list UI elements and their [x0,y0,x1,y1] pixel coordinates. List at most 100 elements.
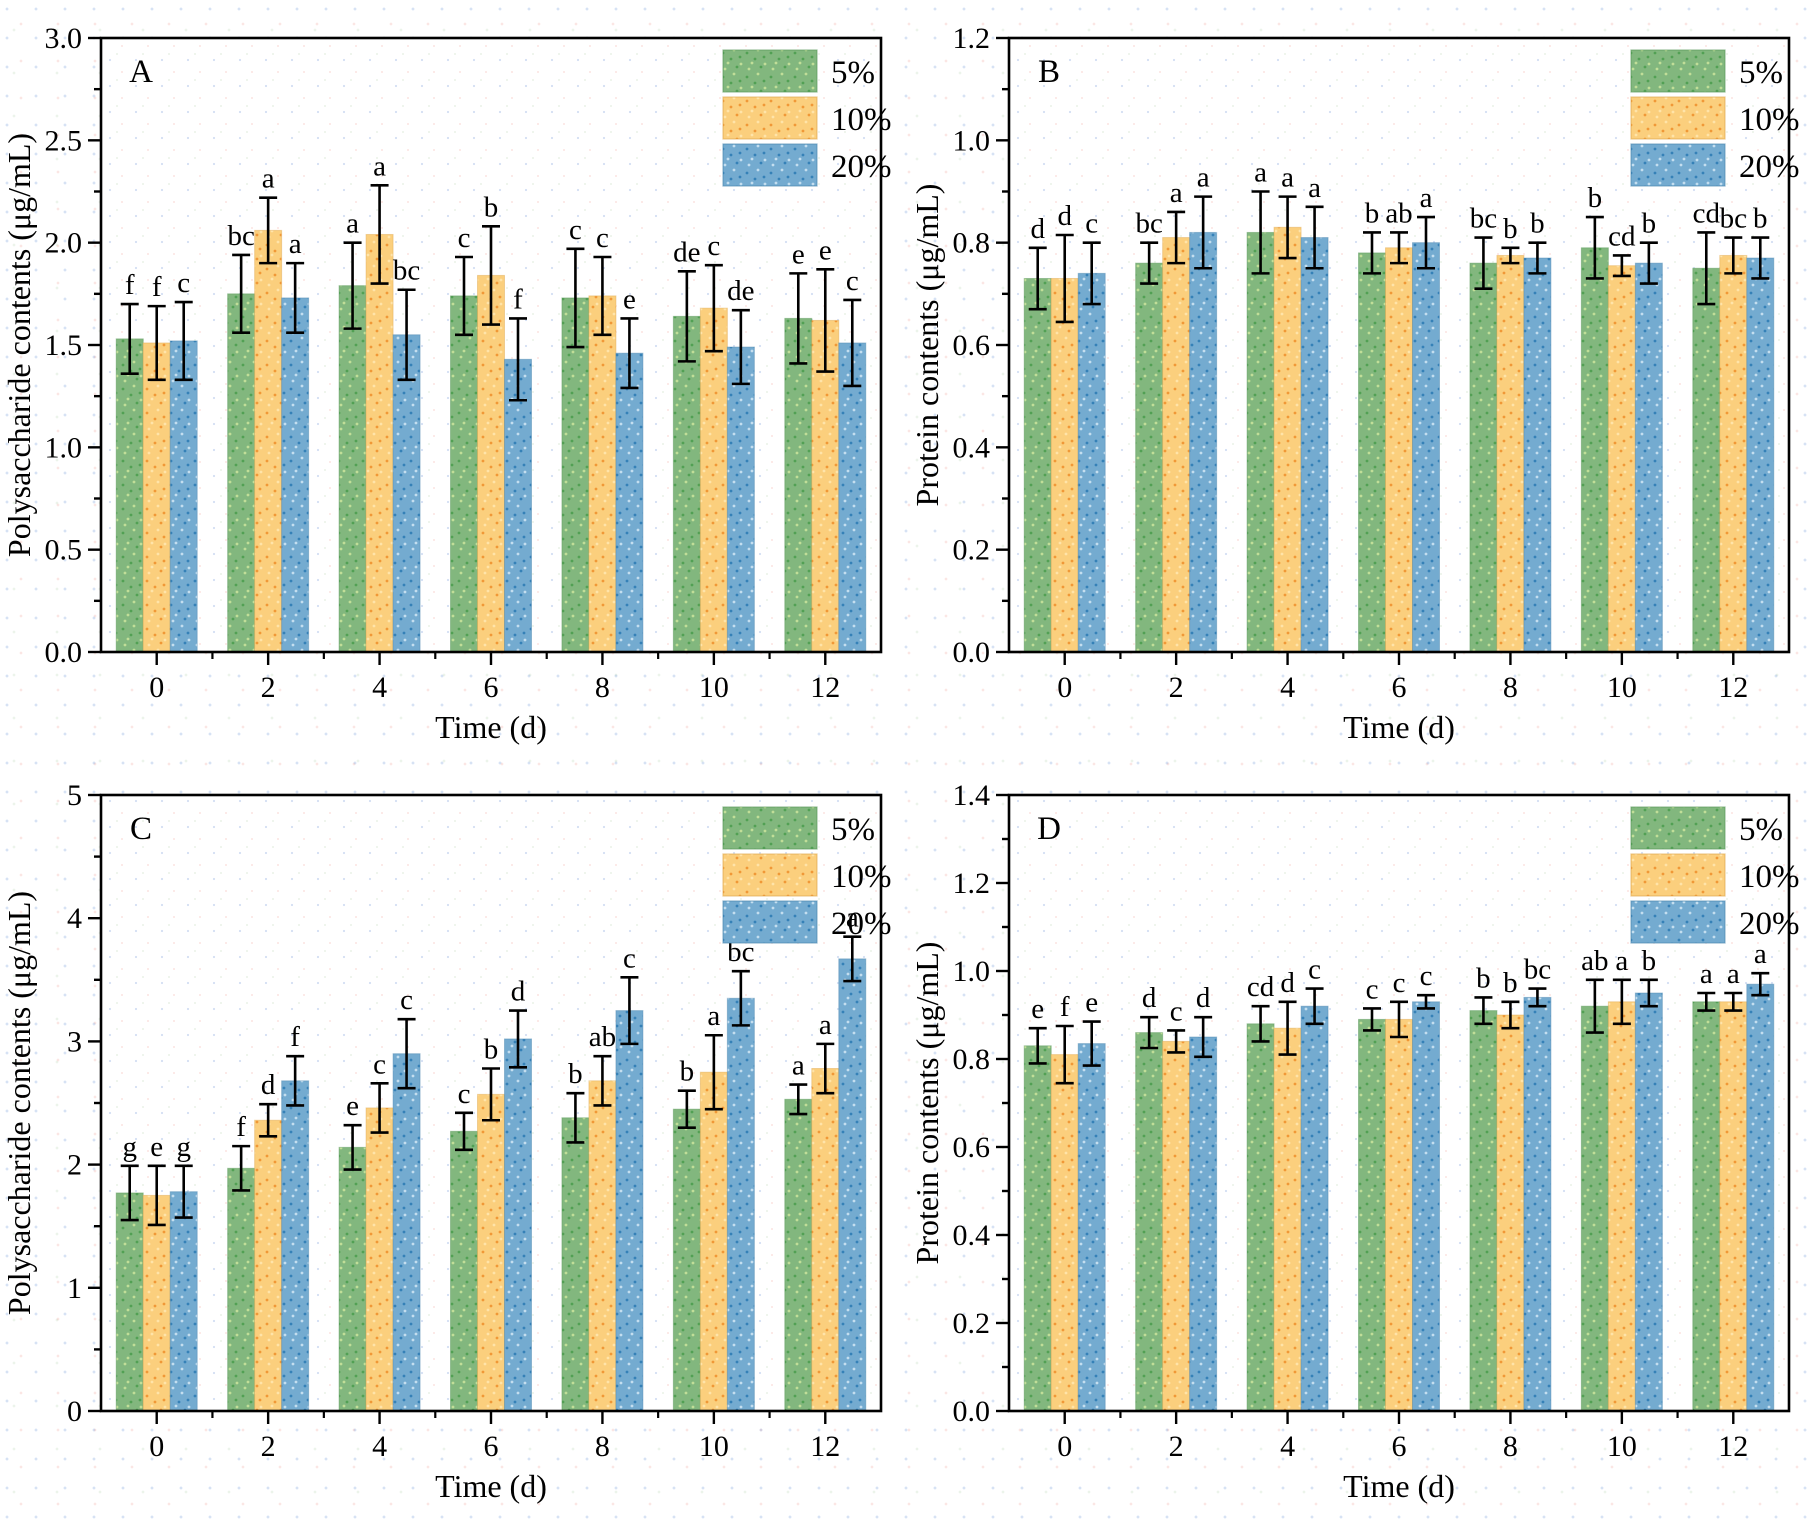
x-tick-label: 0 [1057,1430,1072,1463]
x-tick-label: 2 [261,1430,276,1463]
y-tick-label: 0.5 [45,534,83,567]
bar-10%-day12 [1719,1001,1748,1412]
bar-20%-day6 [504,1038,532,1412]
y-tick-label: 1.2 [953,867,991,900]
bar-5%-day12 [784,1098,813,1412]
sig-letter: b [568,1058,583,1090]
x-tick-label: 8 [595,1430,610,1463]
x-axis: 0 2 4 6 8 10 12 [1057,652,1748,704]
x-tick-label: 8 [595,671,610,704]
y-tick-label: 3.0 [45,22,83,55]
sig-letter: b [1642,208,1657,240]
bar-10%-day4 [1273,1027,1302,1412]
y-tick-label: 1.0 [953,124,991,157]
sig-letter: c [569,214,582,246]
sig-letter: e [150,1131,163,1163]
bar-5%-day4 [338,285,367,653]
bars [115,958,867,1412]
bar-20%-day6 [1412,1001,1440,1412]
y-tick-label: 0.0 [953,636,991,669]
sig-letter: bc [227,220,254,252]
bar-5%-day12 [784,317,813,653]
bar-5%-day10 [672,1108,701,1412]
error-bars [120,935,862,1227]
sig-letter: e [1031,993,1044,1025]
legend-swatch-5% [1630,49,1726,93]
bar-10%-day2 [254,229,283,653]
bars [115,229,867,653]
bar-20%-day0 [1077,1043,1106,1412]
sig-letter: b [1588,182,1603,214]
sig-letter: d [511,976,526,1008]
y-tick-label: 5 [67,779,82,812]
legend-swatch-5% [1630,806,1726,850]
y-tick-label: 0.4 [953,1219,991,1252]
legend-label: 20% [831,906,892,942]
sig-letter: e [792,238,805,270]
legend-swatch-10% [1630,96,1726,140]
sig-letter: d [1057,200,1072,232]
bar-10%-day2 [254,1119,283,1412]
legend-label: 5% [1739,812,1783,848]
bar-5%-day2 [227,1167,256,1412]
sig-letter: bc [393,255,420,287]
sig-letter: a [707,1000,720,1032]
y-tick-label: 1.0 [45,431,83,464]
legend: 5% 10% 20% [1630,806,1800,944]
sig-letter: bc [1720,203,1747,235]
sig-letter: f [1060,991,1070,1023]
x-tick-label: 6 [484,1430,499,1463]
sig-letter: c [373,1048,386,1080]
legend-swatch-5% [722,49,818,93]
bar-20%-day2 [1189,231,1218,653]
sig-letter: c [846,265,859,297]
y-axis: 0 1 2 3 4 5 [67,779,101,1428]
panel-d-chart-svg: e d cd c bab af cd c ba ae dc c bc b a0.00.20.40.60.81… [909,779,1800,1504]
sig-letter: ab [1581,945,1608,977]
x-tick-label: 12 [810,1430,840,1463]
bar-10%-day10 [699,307,728,653]
x-tick-label: 2 [1169,1430,1184,1463]
bar-5%-day0 [1023,277,1052,653]
error-bars [120,184,862,402]
x-axis: 0 2 4 6 8 10 12 [149,652,840,704]
y-tick-label: 2 [67,1149,82,1182]
x-tick-label: 8 [1503,671,1518,704]
sig-letter: c [596,222,609,254]
significance-letters: e d cd c bab af cd c ba ae dc c bc b a [1031,938,1767,1027]
sig-letter: c [1308,954,1321,986]
bar-20%-day10 [726,997,755,1412]
bar-10%-day2 [1162,1040,1191,1412]
sig-letter: f [125,269,135,301]
error-bars [1028,971,1770,1085]
x-tick-label: 10 [1607,671,1637,704]
panel-a-polysaccharide-chart: f bc a c c de e f a a b c c e c a bc f e de c 0.0 0.5 1.0 1.5 2.0… [0,0,907,766]
sig-letter: f [290,1021,300,1053]
x-tick-label: 12 [1718,671,1748,704]
sig-letter: d [1196,982,1211,1014]
bar-20%-day8 [1523,996,1552,1412]
bar-5%-day8 [1469,1010,1498,1412]
sig-letter: a [1615,945,1628,977]
bar-5%-day0 [115,338,144,653]
legend-swatch-20% [722,143,818,187]
bar-5%-day2 [227,293,256,653]
bar-10%-day4 [365,233,394,653]
bar-20%-day12 [838,958,867,1412]
bar-5%-day10 [1580,247,1609,653]
y-axis-title: Protein contents (μg/mL) [909,184,945,507]
bar-20%-day10 [726,346,755,653]
legend-swatch-10% [1630,853,1726,897]
y-tick-label: 0.0 [953,1395,991,1428]
legend-label: 10% [831,859,892,895]
sig-letter: f [513,283,523,315]
x-tick-label: 12 [1718,1430,1748,1463]
sig-letter: c [400,984,413,1016]
sig-letter: cd [1608,220,1636,252]
bar-10%-day6 [477,274,505,653]
y-axis: 0.0 0.2 0.4 0.6 0.8 1.0 1.2 1.4 [953,779,1009,1428]
bar-5%-day10 [1580,1005,1609,1412]
